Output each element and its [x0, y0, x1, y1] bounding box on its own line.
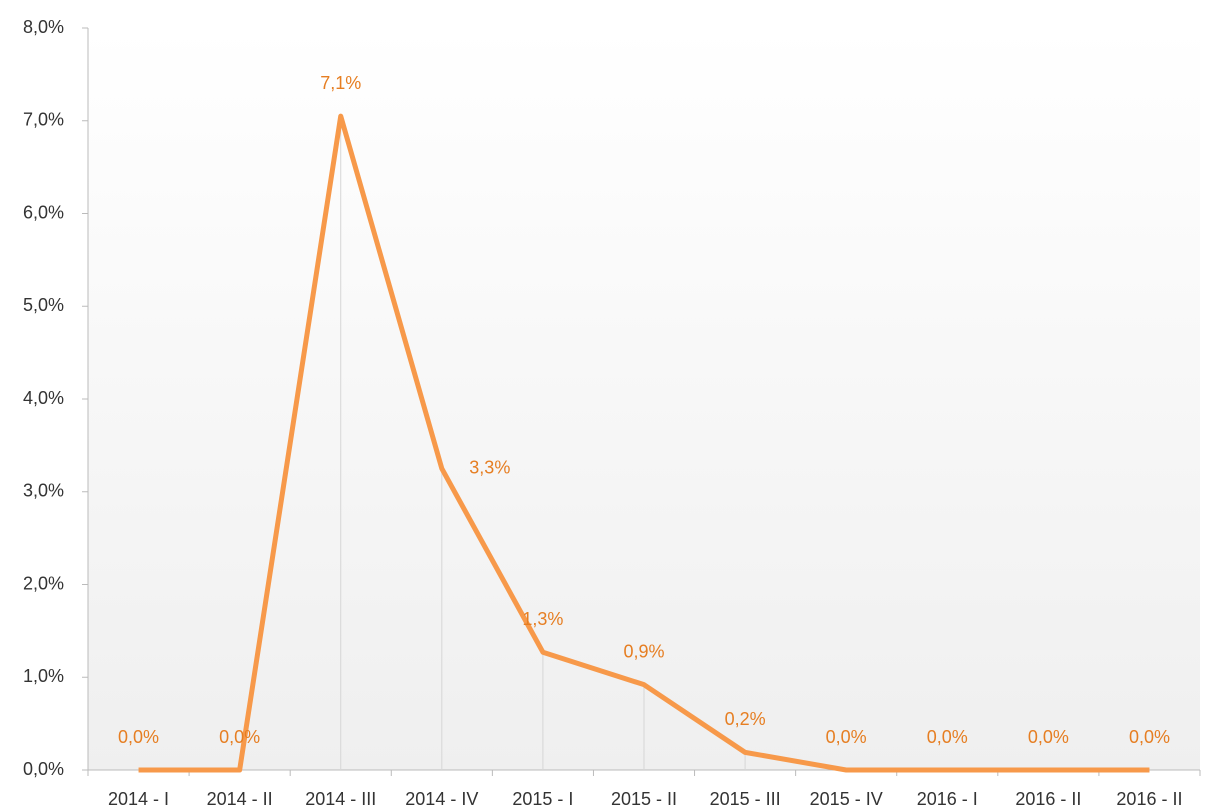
y-tick-label: 1,0% — [23, 666, 64, 686]
data-label: 0,2% — [725, 709, 766, 729]
data-label: 0,0% — [219, 727, 260, 747]
y-tick-label: 5,0% — [23, 295, 64, 315]
x-tick-label: 2015 - I — [512, 789, 573, 809]
x-tick-label: 2014 - IV — [405, 789, 478, 809]
x-tick-label: 2016 - II — [1015, 789, 1081, 809]
data-label: 0,0% — [1028, 727, 1069, 747]
y-tick-label: 2,0% — [23, 573, 64, 593]
x-tick-label: 2014 - I — [108, 789, 169, 809]
plot-area — [88, 28, 1200, 770]
data-label: 7,1% — [320, 73, 361, 93]
x-tick-label: 2015 - IV — [810, 789, 883, 809]
y-tick-label: 8,0% — [23, 17, 64, 37]
x-tick-label: 2015 - III — [710, 789, 781, 809]
y-tick-label: 6,0% — [23, 202, 64, 222]
data-label: 0,9% — [623, 641, 664, 661]
x-tick-label: 2014 - II — [207, 789, 273, 809]
y-tick-label: 0,0% — [23, 759, 64, 779]
x-tick-label: 2015 - II — [611, 789, 677, 809]
data-label: 0,0% — [118, 727, 159, 747]
y-tick-label: 4,0% — [23, 388, 64, 408]
y-tick-label: 3,0% — [23, 481, 64, 501]
data-label: 0,0% — [826, 727, 867, 747]
data-label: 3,3% — [469, 457, 510, 477]
data-label: 0,0% — [1129, 727, 1170, 747]
data-label: 0,0% — [927, 727, 968, 747]
x-tick-label: 2016 - II — [1116, 789, 1182, 809]
x-tick-label: 2014 - III — [305, 789, 376, 809]
data-label: 1,3% — [522, 609, 563, 629]
y-tick-label: 7,0% — [23, 110, 64, 130]
series-line — [138, 113, 1150, 773]
x-tick-label: 2016 - I — [917, 789, 978, 809]
